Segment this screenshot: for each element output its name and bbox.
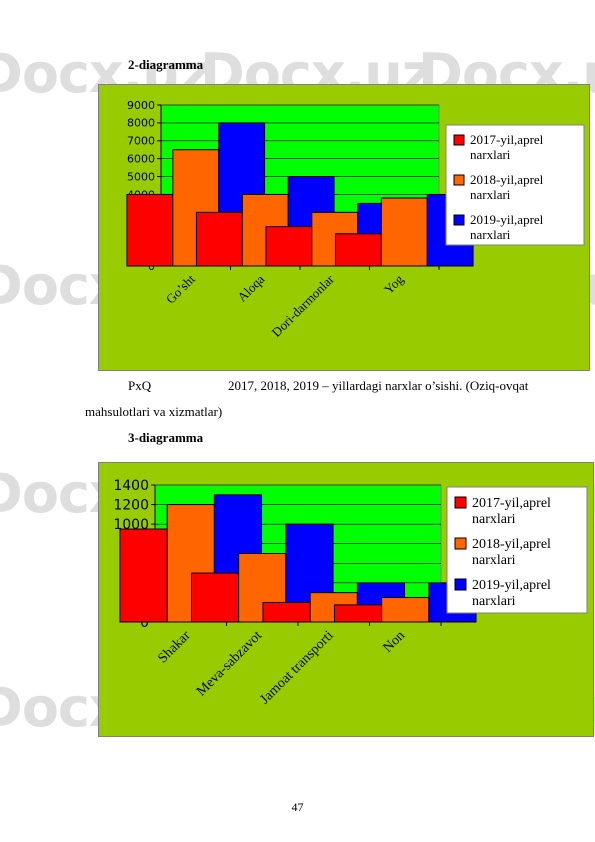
bar bbox=[190, 572, 240, 623]
caption-text: 2017, 2018, 2019 – yillardagi narxlar o’… bbox=[228, 378, 529, 393]
legend-label: 2017-yil,aprel bbox=[472, 496, 551, 511]
chart-1: 0100020003000400050006000700080009000Go’… bbox=[126, 99, 585, 340]
x-category-label: Go’sht bbox=[163, 271, 198, 306]
legend-swatch bbox=[453, 134, 465, 146]
legend-label: 2017-yil,aprel bbox=[470, 132, 544, 147]
legend-swatch bbox=[454, 496, 467, 509]
y-tick-label: 0 bbox=[140, 615, 149, 631]
legend-label: narxlari bbox=[472, 553, 516, 568]
chart-panel-1: 0100020003000400050006000700080009000Go’… bbox=[98, 84, 590, 371]
y-tick-label: 6000 bbox=[127, 153, 155, 166]
legend-label: 2018-yil,aprel bbox=[470, 172, 544, 187]
y-tick-label: 5000 bbox=[127, 170, 155, 183]
legend-box bbox=[446, 486, 588, 614]
legend-box bbox=[445, 124, 585, 246]
bar bbox=[381, 597, 430, 623]
bar bbox=[265, 226, 313, 267]
legend-label: narxlari bbox=[470, 147, 511, 162]
x-category-label: Yog bbox=[381, 271, 407, 297]
legend-label: narxlari bbox=[472, 512, 516, 527]
legend-swatch bbox=[453, 214, 465, 226]
legend-swatch bbox=[454, 537, 467, 550]
legend-label: narxlari bbox=[470, 187, 511, 202]
y-tick-label: 7000 bbox=[127, 135, 155, 148]
page-number: 47 bbox=[291, 800, 304, 814]
bar bbox=[119, 528, 168, 623]
x-category-label: Shakar bbox=[155, 628, 193, 666]
bar bbox=[380, 197, 428, 267]
legend-label: 2019-yil,aprel bbox=[472, 578, 551, 593]
legend-swatch bbox=[454, 578, 467, 591]
x-category-label: Dori-darmonlar bbox=[269, 271, 338, 340]
chart-2: 0200400600800100012001400ShakarMeva-sabz… bbox=[113, 478, 588, 707]
bar bbox=[126, 193, 174, 267]
legend-label: narxlari bbox=[470, 227, 511, 242]
legend-label: narxlari bbox=[472, 594, 516, 609]
chart-panel-2: 0200400600800100012001400ShakarMeva-sabz… bbox=[98, 462, 594, 737]
x-category-label: Aloqa bbox=[234, 271, 267, 304]
bar bbox=[195, 211, 243, 267]
diagram-heading-2: 3-diagramma bbox=[128, 430, 204, 445]
legend-swatch bbox=[453, 174, 465, 186]
x-category-label: Jamoat transporti bbox=[258, 628, 337, 707]
y-tick-label: 8000 bbox=[127, 117, 155, 130]
x-category-label: Non bbox=[380, 628, 408, 656]
legend-label: 2018-yil,aprel bbox=[472, 537, 551, 552]
y-tick-label: 1400 bbox=[113, 478, 149, 494]
x-category-label: Meva-sabzavot bbox=[194, 628, 265, 699]
diagram-heading-1: 2-diagramma bbox=[128, 57, 204, 72]
caption-continuation: mahsulotlari va xizmatlar) bbox=[85, 404, 223, 419]
bar bbox=[334, 233, 382, 267]
y-tick-label: 9000 bbox=[127, 99, 155, 112]
bar bbox=[262, 601, 311, 623]
y-tick-label: 1200 bbox=[113, 497, 149, 513]
bar bbox=[333, 604, 383, 623]
legend-label: 2019-yil,aprel bbox=[470, 212, 544, 227]
caption-label: PxQ bbox=[128, 378, 152, 393]
